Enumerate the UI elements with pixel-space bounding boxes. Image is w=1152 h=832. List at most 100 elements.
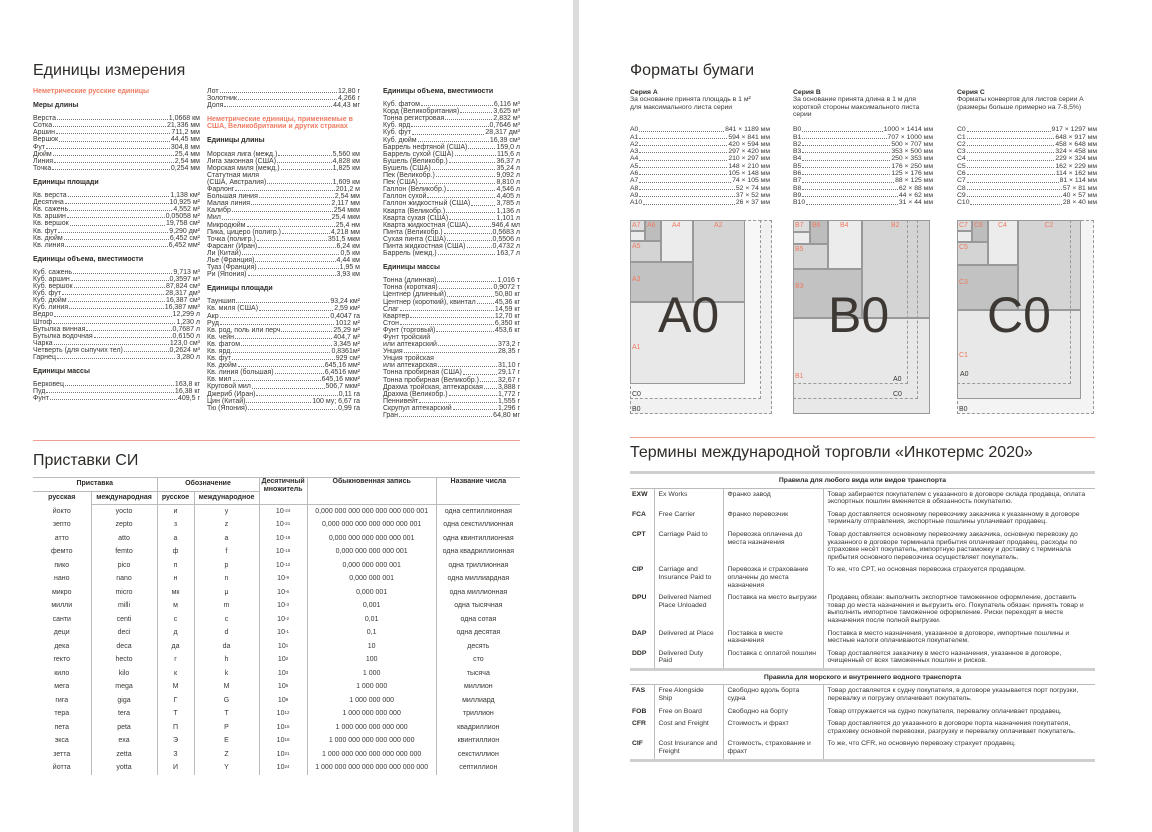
symbol-ru: ф [156,545,194,559]
format-size: 31 × 44 мм [898,199,933,207]
header-plain: Обыкновенная запись [306,477,437,505]
number-name: секстиллион [435,747,520,761]
section-heading: Единицы объема, вместимости [33,255,144,263]
number-name: миллиард [435,693,520,707]
series-name: Серия C [957,89,985,96]
unit-row: Точка 0,254 мм [33,165,200,172]
si-row: санти centi с c 10-2 0,01 одна сотая [33,612,520,626]
section-heading: Единицы массы [383,264,440,272]
format-big-label: C0 [987,287,1051,343]
unit-name: Доля [207,102,224,110]
unit-row: Доля 44,43 мг [207,102,360,109]
prefix-intl: pico [90,558,157,572]
unit-value: 373,2 г [497,341,520,349]
leader-dots [282,232,330,234]
paper-title: Форматы бумаги [630,62,755,79]
sheet-label: B4 [840,222,849,229]
sheet-part [630,241,661,262]
symbol-intl: G [193,693,259,707]
leader-dots [437,366,497,368]
header-symbol: Обозначение [156,477,259,491]
russian-name: Поставка с оплатой пошлин [722,647,823,670]
leader-dots [255,261,336,263]
format-name: A7 [630,177,639,185]
unit-value: 1,016 т [497,277,520,285]
factor-exponent: -1 [284,629,289,635]
description: Поставка в место назначения, указанное в… [822,627,1095,648]
sheet-part [793,269,862,318]
factor-base: 10 [277,669,286,677]
format-size: 648 × 917 мм [1055,133,1097,141]
sheet-label: B2 [891,222,900,229]
prefix-intl: kilo [90,666,157,680]
unit-value: 93,24 км² [330,298,360,306]
unit-row: Слаг 14,59 кг [383,306,520,313]
leader-dots [278,154,332,156]
sheet-part [828,220,862,269]
unit-value: 2,54 мм [334,193,360,201]
number-name: миллион [435,680,520,694]
leader-dots [56,119,168,121]
unit-value: 711,2 мм [171,129,200,137]
prefix-intl: zetta [90,747,157,761]
unit-value: 9,713 м³ [173,268,200,276]
english-name: Cost and Freight [653,718,723,739]
factor-base: 10 [276,723,285,731]
unit-name: или аптекарский [383,341,437,349]
factor-exponent: 6 [285,683,289,689]
format-diagram: B0 C7 C6 C4 C2 C5 C3 C1 A0 C0 [957,220,1099,415]
unit-name: Тонна (длинная) [383,277,437,285]
leader-dots [448,394,497,396]
unit-name: Фут [33,143,46,151]
unit-row: Малая линия 2,117 мм [207,200,360,207]
plain-notation: 1 000 000 000 000 000 000 000 [306,747,437,761]
unit-name: Куб. сажень [33,268,73,276]
format-row: C8 57 × 81 мм [957,185,1097,192]
unit-name: Кв. чейн [207,333,235,341]
leader-dots [59,140,170,142]
unit-value: 0,5683 л [492,228,520,236]
factor: 10-3 [258,599,308,613]
unit-row: Ведро 12,299 л [33,311,200,318]
plain-notation: 0,000 000 000 000 001 [306,545,437,559]
leader-dots [219,316,330,318]
bottom-rule [630,759,1095,763]
sheet-label: A0 [893,376,902,383]
format-size: 162 × 229 мм [1055,162,1097,170]
unit-row: Верста 1,0668 км [33,115,200,122]
section-heading: Единицы длины [207,137,265,145]
unit-row: Фунт тройский [383,334,520,341]
format-name: B1 [793,133,802,141]
format-size: 52 × 74 мм [735,184,770,192]
sheet-label: C0 [632,391,641,398]
prefix-intl: peta [90,720,157,734]
leader-dots [69,308,164,310]
format-size: 40 × 57 мм [1062,191,1097,199]
leader-dots [67,301,165,303]
unit-value: 404,7 м² [333,333,360,341]
leader-dots [246,401,312,403]
plain-notation: 10 [306,639,437,653]
sheet-label: B0 [632,406,641,413]
unit-name: Джериб (Иран) [207,390,256,398]
format-row: B2 500 × 707 мм [793,141,933,148]
incoterm-row: FAS Free Alongside Ship Свободно вдоль бор… [630,684,1095,706]
leader-dots [53,343,169,345]
symbol-intl: y [193,504,259,518]
unit-row: Фунт 409,5 г [33,395,200,402]
factor-exponent: 18 [284,737,290,743]
unit-row: Сотка 21,336 мм [33,122,200,129]
symbol-intl: p [193,558,259,572]
unit-value: 64,80 мг [493,412,520,420]
series-name: Серия A [630,89,658,96]
unit-value: 4,44 км [336,256,360,264]
unit-value: 1,230 л [176,318,200,326]
header-intl: международная [90,490,157,505]
leader-dots [454,154,496,156]
si-row: экса exa Э E 1018 1 000 000 000 000 000 000 кв… [33,734,520,748]
unit-value: 123,0 см³ [169,339,200,347]
unit-value: 35,24 л [496,164,520,172]
factor-base: 10 [275,508,284,515]
unit-row: или аптекарский 373,2 г [383,341,520,348]
sheet-label: C0 [893,391,902,398]
